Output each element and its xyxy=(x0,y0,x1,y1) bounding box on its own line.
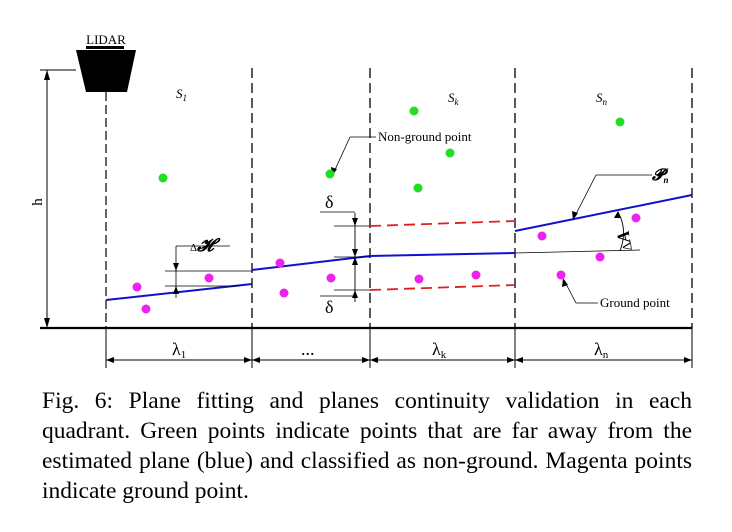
non-ground-callout: Non-ground point xyxy=(378,129,472,144)
delta-arrow-4 xyxy=(352,290,358,298)
ground-arrow xyxy=(562,278,568,287)
iv-arrow xyxy=(684,357,692,363)
ground-point xyxy=(471,270,481,280)
delta-arrow-2 xyxy=(352,249,358,257)
plane-segment-n xyxy=(514,194,693,232)
non-ground-point xyxy=(409,106,419,116)
ground-callout: Ground point xyxy=(600,295,670,310)
iv-arrow xyxy=(362,357,370,363)
ground-point xyxy=(204,273,214,283)
non-ground-point xyxy=(445,148,455,158)
non-ground-point xyxy=(325,169,335,179)
pn-leader-diag xyxy=(574,174,597,217)
lidar-label: LIDAR xyxy=(86,32,126,47)
non-ground-point xyxy=(615,117,625,127)
iv-arrow xyxy=(507,357,515,363)
pn-arrow xyxy=(572,211,578,220)
iv-arrow xyxy=(370,357,378,363)
angle-arrow xyxy=(614,211,621,218)
non-ground-point xyxy=(413,183,423,193)
plane-fitting-diagram: LIDAR h S1 Sk Sn δ δ xyxy=(30,32,693,368)
iv-arrow xyxy=(244,357,252,363)
ground-leader-diag xyxy=(564,281,577,304)
ground-point xyxy=(132,282,142,292)
ground-point xyxy=(631,213,641,223)
ground-point xyxy=(595,252,605,262)
ground-point xyxy=(141,304,151,314)
angle-label: ΔA xyxy=(613,229,636,253)
delta-arrow-1 xyxy=(352,218,358,226)
iv-arrow xyxy=(515,357,523,363)
interval-label-k: λk xyxy=(432,339,447,361)
interval-label-n: λn xyxy=(594,339,609,361)
ground-point xyxy=(537,231,547,241)
delta-arrow-3 xyxy=(352,257,358,265)
segment-label-sn: Sn xyxy=(596,90,608,107)
plane-segment-k xyxy=(369,252,516,257)
ground-point xyxy=(279,288,289,298)
segment-label-sk: Sk xyxy=(448,90,460,107)
angle-ref-line xyxy=(514,249,641,254)
delta-bottom-label: δ xyxy=(325,297,333,317)
iv-arrow xyxy=(106,357,114,363)
plane-n-label: 𝓟n xyxy=(652,167,669,185)
interval-label-1: λ1 xyxy=(172,339,186,361)
height-arrow-top xyxy=(44,70,50,80)
segment-label-s1: S1 xyxy=(176,86,187,103)
figure-caption: Fig. 6: Plane fitting and planes continu… xyxy=(42,388,692,504)
plane-segment-2 xyxy=(251,255,371,271)
non-ground-leader-diag xyxy=(333,136,351,173)
lidar-sensor-icon xyxy=(76,50,136,92)
lidar-mount xyxy=(86,46,124,49)
iv-arrow xyxy=(252,357,260,363)
dh-arrow-bot xyxy=(173,286,179,294)
delta-h-label: Δ𝓗 xyxy=(190,235,221,255)
ground-point xyxy=(414,274,424,284)
ground-point xyxy=(556,270,566,280)
plane-segment-1 xyxy=(105,283,253,301)
ground-point xyxy=(326,273,336,283)
dh-arrow-top xyxy=(173,263,179,271)
height-arrow-bottom xyxy=(44,318,50,328)
ground-point xyxy=(275,258,285,268)
threshold-upper xyxy=(369,220,516,227)
interval-label-ellipsis: ... xyxy=(301,339,315,359)
height-label: h xyxy=(30,198,46,206)
delta-top-label: δ xyxy=(325,192,333,212)
threshold-lower xyxy=(369,284,516,291)
non-ground-point xyxy=(158,173,168,183)
